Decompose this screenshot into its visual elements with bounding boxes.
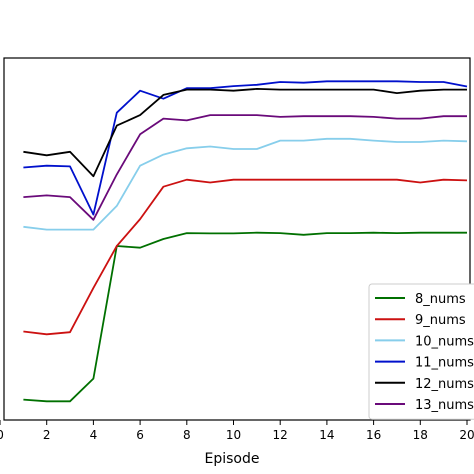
series-line-9-nums <box>23 178 468 336</box>
x-tick-label: 20 <box>459 428 474 442</box>
legend-label-12-nums: 12_nums <box>415 377 474 392</box>
x-tick-label: 4 <box>90 428 98 442</box>
x-axis-label: Episode <box>205 451 260 467</box>
x-tick-label: 8 <box>183 428 191 442</box>
x-tick-label: 16 <box>366 428 381 442</box>
x-tick-label: 12 <box>273 428 288 442</box>
axes-layer: 0 2 4 6 8 10 12 14 16 18 20 Episode <box>0 420 474 467</box>
x-tick-label: 6 <box>136 428 144 442</box>
x-tick-label: 0 <box>0 428 4 442</box>
series-line-10-nums <box>23 137 468 231</box>
series-line-11-nums <box>23 80 468 216</box>
legend-label-9-nums: 9_nums <box>415 313 466 328</box>
series-line-12-nums <box>23 88 467 178</box>
legend-box <box>368 283 474 420</box>
series-line-8-nums <box>23 231 467 403</box>
legend-label-10-nums: 10_nums <box>415 334 474 349</box>
legend-label-13-nums: 13_nums <box>415 398 474 413</box>
series-line-13-nums <box>23 114 467 221</box>
legend-label-11-nums: 11_nums <box>415 356 474 371</box>
x-tick-label: 2 <box>43 428 51 442</box>
legend-label-8-nums: 8_nums <box>415 292 466 307</box>
legend: 8_nums 9_nums 10_nums 11_nums 12_nums 13_nums <box>368 283 474 420</box>
x-tick-label: 18 <box>413 428 428 442</box>
x-tick-label: 10 <box>226 428 241 442</box>
x-tick-label: 14 <box>319 428 334 442</box>
series-layer <box>23 80 468 403</box>
